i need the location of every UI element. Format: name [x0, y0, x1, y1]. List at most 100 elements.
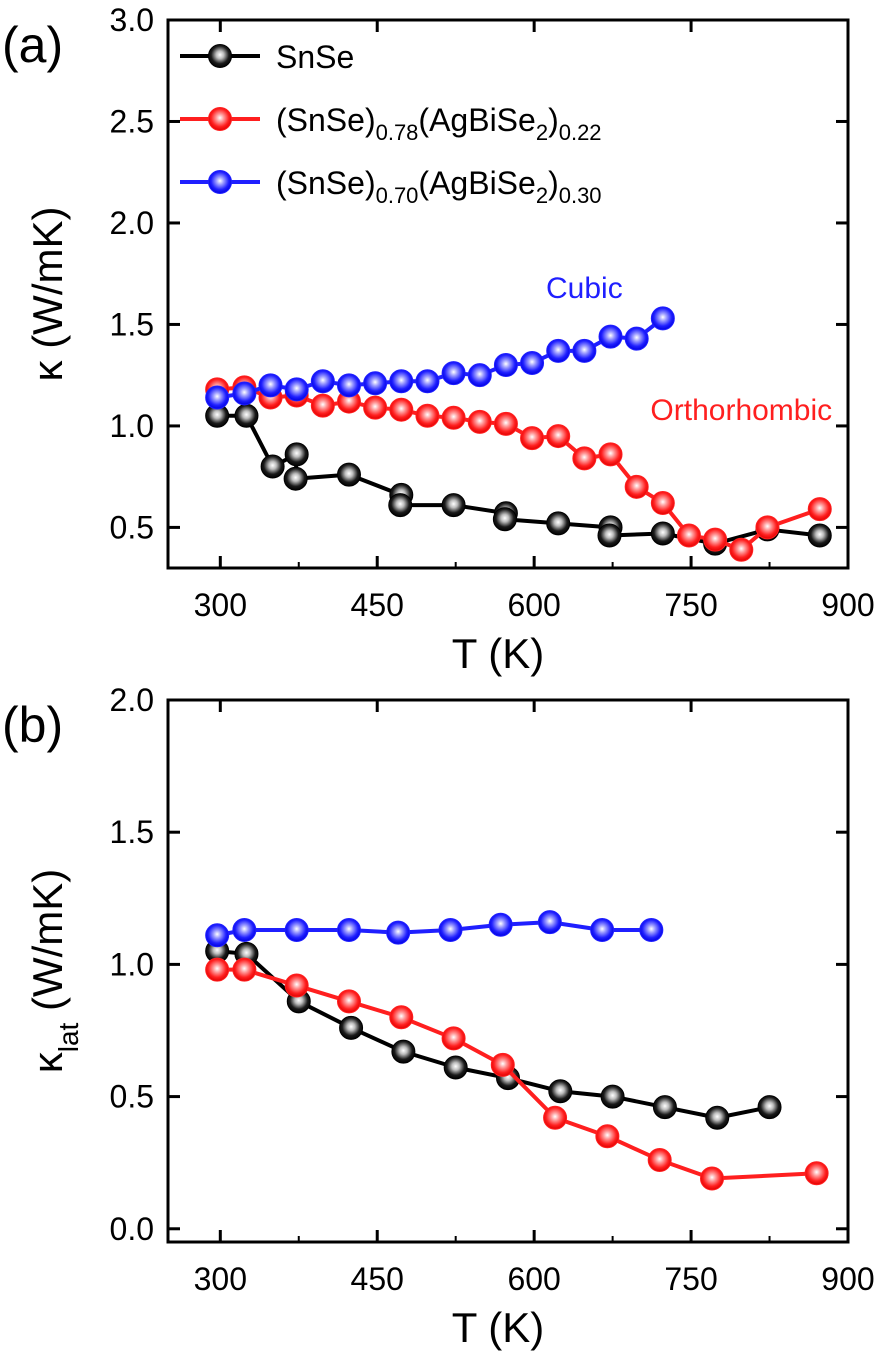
panel-label: (a) — [2, 17, 63, 73]
data-point — [443, 1055, 468, 1080]
data-point — [647, 1148, 672, 1173]
data-point — [520, 426, 545, 451]
data-point — [467, 409, 492, 434]
data-point — [386, 920, 411, 945]
data-point — [441, 493, 466, 518]
data-point — [232, 957, 257, 982]
data-point — [234, 403, 259, 428]
plot-frame — [166, 698, 850, 1244]
data-point — [284, 918, 309, 943]
y-tick-label: 0.5 — [110, 1079, 154, 1115]
legend-marker — [208, 107, 232, 131]
data-point — [232, 918, 257, 943]
data-point — [590, 918, 615, 943]
data-point — [650, 521, 675, 546]
data-point — [639, 918, 664, 943]
panel-a: 300 450 600 750 900 0.5 1.0 1.5 2.0 2.5 3.0 T (K) κ … — [2, 2, 875, 677]
panel-b: 300 450 600 750 900 0.0 0.5 1.0 1.5 2.0 T (K) κlat … — [2, 682, 875, 1351]
data-point — [537, 910, 562, 935]
data-point — [388, 493, 413, 518]
data-point — [363, 395, 388, 420]
data-point — [493, 411, 518, 436]
x-tick-label: 750 — [664, 1261, 717, 1297]
data-point — [703, 527, 728, 552]
data-point — [546, 511, 571, 536]
x-tick-label: 750 — [664, 587, 717, 623]
y-tick-label: 1.0 — [110, 946, 154, 982]
data-point — [597, 523, 622, 548]
data-point — [650, 306, 675, 331]
data-point — [600, 1084, 625, 1109]
data-point — [807, 523, 832, 548]
x-axis-label: T (K) — [452, 1304, 545, 1351]
data-point — [258, 373, 283, 398]
data-point — [676, 523, 701, 548]
data-point — [807, 497, 832, 522]
data-point — [572, 446, 597, 471]
data-point — [520, 351, 545, 376]
data-point — [389, 397, 414, 422]
data-point — [467, 363, 492, 388]
data-point — [441, 361, 466, 386]
data-point — [595, 1124, 620, 1149]
data-point — [336, 462, 361, 487]
data-point — [310, 369, 335, 394]
x-tick-label: 450 — [351, 587, 404, 623]
y-tick-label: 2.5 — [110, 103, 154, 139]
data-point — [490, 1052, 515, 1077]
data-point — [624, 326, 649, 351]
data-point — [804, 1161, 829, 1186]
data-point — [493, 353, 518, 378]
data-point — [572, 338, 597, 363]
data-point — [598, 324, 623, 349]
data-point — [284, 442, 309, 467]
series-line — [216, 920, 652, 938]
data-point — [260, 454, 285, 479]
data-point — [598, 442, 623, 467]
x-tick-label: 600 — [507, 587, 560, 623]
x-tick-label: 300 — [194, 1261, 247, 1297]
data-point — [548, 1079, 573, 1104]
y-axis-label: κlat (W/mK) — [24, 869, 84, 1074]
x-axis-label: T (K) — [452, 630, 545, 677]
y-tick-label: 0.5 — [110, 509, 154, 545]
x-tick-label: 900 — [821, 587, 874, 623]
y-tick-label: 1.5 — [110, 814, 154, 850]
y-tick-label: 0.0 — [110, 1211, 154, 1247]
data-point — [441, 1026, 466, 1051]
data-point — [205, 385, 230, 410]
data-point — [336, 373, 361, 398]
data-point — [363, 371, 388, 396]
data-point — [415, 403, 440, 428]
panel-label: (b) — [2, 697, 63, 753]
data-point — [700, 1166, 724, 1191]
data-point — [415, 369, 440, 394]
x-tick-label: 900 — [821, 1261, 874, 1297]
x-tick-label: 600 — [507, 1261, 560, 1297]
data-point — [389, 1005, 414, 1030]
y-tick-label: 1.0 — [110, 408, 154, 444]
legend-label: (SnSe)0.78(AgBiSe2)0.22 — [276, 102, 602, 145]
data-point — [284, 973, 309, 998]
x-tick-label: 450 — [351, 1261, 404, 1297]
data-point — [205, 957, 230, 982]
data-point — [492, 507, 517, 532]
plot-frame — [166, 18, 850, 570]
data-point — [438, 918, 463, 943]
data-point — [336, 989, 361, 1014]
data-point — [757, 1095, 782, 1120]
data-point — [546, 424, 571, 449]
x-tick-label: 300 — [194, 587, 247, 623]
y-axis-label: κ (W/mK) — [24, 207, 71, 382]
data-point — [755, 515, 780, 540]
data-point — [205, 923, 230, 948]
data-point — [232, 381, 257, 406]
y-tick-label: 3.0 — [110, 2, 154, 38]
data-point — [441, 405, 466, 430]
data-point — [624, 474, 649, 499]
legend-label: (SnSe)0.70(AgBiSe2)0.30 — [276, 165, 602, 208]
data-point — [729, 537, 754, 562]
data-point — [488, 912, 513, 937]
data-point — [705, 1105, 730, 1130]
